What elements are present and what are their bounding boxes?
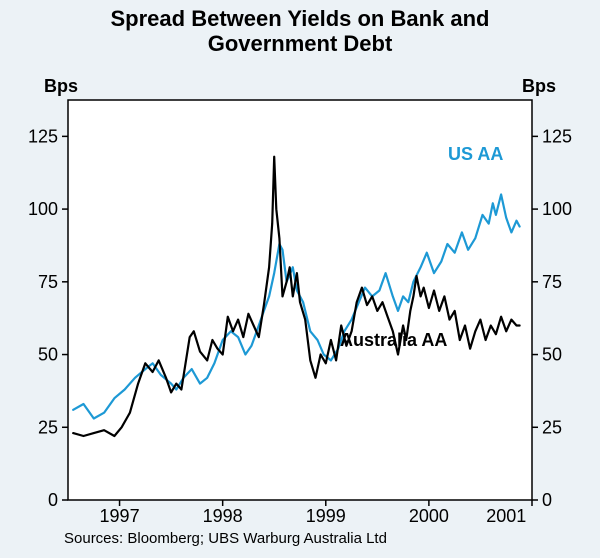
y-tick-left: 125: [28, 126, 58, 146]
source-text: Sources: Bloomberg; UBS Warburg Australi…: [64, 530, 387, 547]
y-tick-right: 25: [542, 417, 562, 437]
series-label-us-aa: US AA: [448, 144, 503, 164]
y-tick-left: 0: [48, 490, 58, 510]
y-tick-left: 50: [38, 345, 58, 365]
chart-container: Spread Between Yields on Bank and Govern…: [0, 0, 600, 558]
x-tick-label: 2001: [486, 506, 526, 526]
y-tick-right: 75: [542, 272, 562, 292]
x-tick-label: 1997: [100, 506, 140, 526]
y-tick-left: 25: [38, 417, 58, 437]
y-tick-right: 0: [542, 490, 552, 510]
y-tick-left: 75: [38, 272, 58, 292]
chart-svg: 0 0 25 25 50 50 75 75 100 100 125 125 1997 1998 1999 20…: [0, 0, 600, 558]
x-tick-label: 2000: [409, 506, 449, 526]
y-tick-right: 100: [542, 199, 572, 219]
x-tick-label: 1998: [203, 506, 243, 526]
y-tick-left: 100: [28, 199, 58, 219]
series-label-australia-aa: Australia AA: [340, 330, 447, 350]
x-tick-label: 1999: [306, 506, 346, 526]
y-tick-right: 125: [542, 126, 572, 146]
y-tick-right: 50: [542, 345, 562, 365]
